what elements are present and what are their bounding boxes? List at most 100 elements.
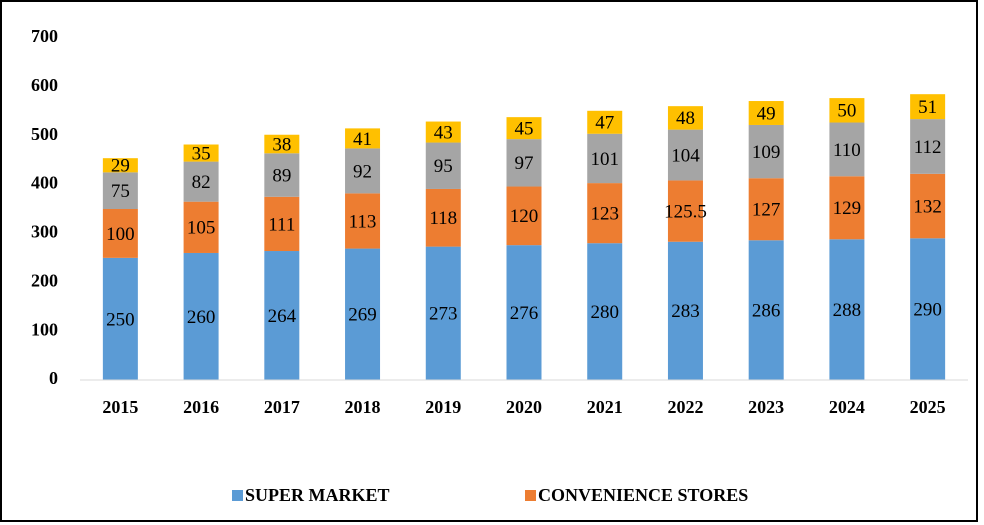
bar-segment [425, 188, 461, 247]
bar-segment [102, 209, 138, 258]
data-label: 111 [268, 214, 295, 235]
data-label: 110 [833, 140, 861, 161]
bar-segment [102, 158, 138, 173]
data-label: 112 [914, 137, 942, 158]
data-label: 95 [434, 156, 453, 177]
bar-segment [425, 142, 461, 189]
legend-label: CONVENIENCE STORES [538, 485, 748, 505]
bar-segment [587, 243, 623, 380]
data-label: 35 [192, 143, 211, 164]
data-label: 125.5 [664, 201, 707, 222]
data-label: 288 [833, 300, 862, 321]
data-label: 250 [106, 309, 135, 330]
x-tick-label: 2022 [667, 397, 703, 417]
bar-segment [102, 257, 138, 380]
bar-segment [506, 186, 542, 246]
data-label: 92 [353, 161, 372, 182]
data-label: 41 [353, 129, 372, 150]
data-label: 269 [348, 305, 377, 326]
bar-segment [506, 139, 542, 187]
bar-segment [345, 148, 381, 194]
legend-swatch [232, 490, 243, 501]
bar-segment [667, 180, 703, 242]
bar-segment [587, 183, 623, 244]
data-label: 113 [349, 211, 377, 232]
bar-segment [748, 124, 784, 179]
y-tick-label: 0 [49, 368, 58, 388]
bar-segment [829, 239, 865, 380]
data-label: 260 [187, 307, 216, 328]
data-label: 75 [111, 181, 130, 202]
x-tick-label: 2015 [102, 397, 138, 417]
legend-label: SUPER MARKET [245, 485, 390, 505]
x-tick-label: 2016 [183, 397, 219, 417]
bar-segment [264, 134, 300, 154]
x-tick-label: 2024 [829, 397, 865, 417]
y-tick-label: 300 [31, 222, 58, 242]
data-label: 49 [757, 103, 776, 124]
bar-segment [102, 172, 138, 209]
data-label: 290 [913, 300, 942, 321]
x-tick-label: 2025 [910, 397, 946, 417]
data-label: 273 [429, 304, 458, 325]
bar-segment [425, 246, 461, 380]
data-label: 132 [913, 196, 942, 217]
legend-swatch [525, 490, 536, 501]
data-label: 50 [837, 101, 856, 122]
bar-segment [910, 238, 946, 380]
y-tick-label: 700 [31, 26, 58, 46]
x-tick-label: 2017 [264, 397, 300, 417]
bar-segment [910, 94, 946, 120]
y-tick-label: 500 [31, 124, 58, 144]
bar-segment [506, 245, 542, 380]
data-label: 89 [272, 165, 291, 186]
data-label: 120 [510, 206, 539, 227]
data-label: 127 [752, 200, 781, 221]
bar-segment [264, 196, 300, 252]
y-tick-label: 200 [31, 270, 58, 290]
bar-segment [264, 251, 300, 380]
bar-segment [748, 101, 784, 125]
data-label: 129 [833, 198, 862, 219]
bar-segment [829, 98, 865, 123]
x-tick-label: 2021 [587, 397, 623, 417]
data-label: 48 [676, 108, 695, 129]
bar-segment [910, 119, 946, 174]
x-tick-label: 2018 [345, 397, 381, 417]
bar-segment [667, 241, 703, 380]
bar-segment [829, 122, 865, 177]
data-label: 280 [590, 302, 619, 323]
data-label: 101 [590, 149, 619, 170]
y-tick-label: 400 [31, 173, 58, 193]
bar-segment [183, 201, 219, 253]
data-label: 82 [192, 172, 211, 193]
data-label: 276 [510, 303, 539, 324]
bar-segment [183, 161, 219, 202]
data-label: 47 [595, 113, 614, 134]
data-label: 105 [187, 218, 216, 239]
bar-segment [587, 110, 623, 134]
bar-segment [748, 178, 784, 241]
x-tick-label: 2023 [748, 397, 784, 417]
bar-segment [345, 248, 381, 380]
data-label: 109 [752, 142, 781, 163]
bar-segment [345, 193, 381, 249]
data-label: 29 [111, 156, 130, 177]
data-label: 100 [106, 224, 135, 245]
y-tick-label: 100 [31, 319, 58, 339]
bar-segment [587, 133, 623, 184]
y-tick-label: 600 [31, 75, 58, 95]
bar-segment [183, 144, 219, 162]
bar-segment [748, 240, 784, 380]
bar-segment [829, 176, 865, 240]
x-tick-label: 2020 [506, 397, 542, 417]
x-tick-label: 2019 [425, 397, 461, 417]
data-label: 123 [590, 204, 619, 225]
bar-segment [345, 128, 381, 149]
data-label: 283 [671, 301, 700, 322]
data-label: 104 [671, 145, 700, 166]
bar-segment [425, 121, 461, 143]
